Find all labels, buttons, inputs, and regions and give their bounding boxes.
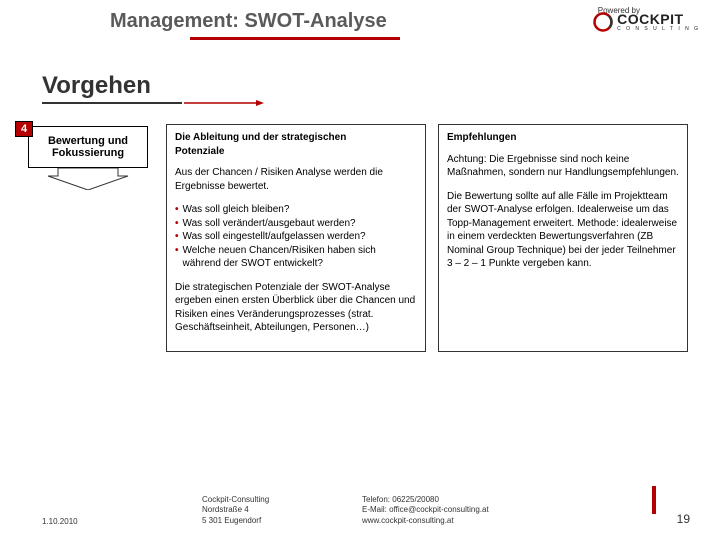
middle-column: Die Ableitung und der strategischen Pote… [166, 124, 426, 352]
bullet-text: Was soll verändert/ausgebaut werden? [183, 217, 356, 231]
contact-line: www.cockpit-consulting.at [362, 516, 582, 526]
step-label-line1: Bewertung und [35, 135, 141, 147]
page-number: 19 [677, 512, 690, 526]
logo-icon [593, 12, 613, 32]
footer-date: 1.10.2010 [42, 517, 202, 526]
content-area: 4 Bewertung und Fokussierung Die Ableitu… [0, 104, 720, 352]
down-arrow-icon [28, 168, 148, 195]
bullet-icon: • [175, 203, 179, 217]
left-column: 4 Bewertung und Fokussierung [14, 124, 154, 352]
header-underline [190, 37, 400, 40]
bullet-text: Was soll eingestellt/aufgelassen werden? [183, 230, 366, 244]
footer-contact: Telefon: 06225/20080 E-Mail: office@cock… [362, 495, 582, 526]
footer-address: Cockpit-Consulting Nordstraße 4 5 301 Eu… [202, 495, 362, 526]
header: Powered by Management: SWOT-Analyse COCK… [0, 0, 720, 60]
addr-line: 5 301 Eugendorf [202, 516, 362, 526]
contact-line: E-Mail: office@cockpit-consulting.at [362, 505, 582, 515]
right-para-1: Achtung: Die Ergebnisse sind noch keine … [447, 153, 679, 180]
bullet-item: • Was soll gleich bleiben? [175, 203, 417, 217]
mid-para-1: Aus der Chancen / Risiken Analyse werden… [175, 166, 417, 193]
step-number-badge: 4 [15, 121, 33, 137]
bullet-text: Welche neuen Chancen/Risiken haben sichw… [183, 244, 376, 271]
mid-bullets: • Was soll gleich bleiben? • Was soll verä… [175, 203, 417, 271]
bullet-item: •Welche neuen Chancen/Risiken haben sich… [175, 244, 417, 271]
step-label-line2: Fokussierung [35, 147, 141, 159]
right-column: Empfehlungen Achtung: Die Ergebnisse sin… [438, 124, 688, 352]
section-title: Vorgehen [42, 72, 720, 100]
mid-heading-l1: Die Ableitung und der strategischen [175, 132, 346, 143]
title-row: Management: SWOT-Analyse COCKPIT C O N S… [20, 10, 700, 33]
bullet-icon: • [175, 244, 179, 271]
addr-line: Nordstraße 4 [202, 505, 362, 515]
contact-line: Telefon: 06225/20080 [362, 495, 582, 505]
mid-para-2: Die strategischen Potenziale der SWOT-An… [175, 281, 417, 335]
bullet-icon: • [175, 217, 179, 231]
footer-accent-bar [652, 486, 656, 514]
bullet-item: • Was soll verändert/ausgebaut werden? [175, 217, 417, 231]
step-box: 4 Bewertung und Fokussierung [28, 126, 148, 168]
bullet-text: Was soll gleich bleiben? [183, 203, 290, 217]
section-underline [42, 102, 182, 104]
bullet-item: • Was soll eingestellt/aufgelassen werden… [175, 230, 417, 244]
right-para-2: Die Bewertung sollte auf alle Fälle im P… [447, 190, 679, 271]
bullet-icon: • [175, 230, 179, 244]
logo-subtitle: C O N S U L T I N G [617, 26, 700, 32]
footer: 1.10.2010 Cockpit-Consulting Nordstraße … [0, 495, 720, 526]
brand-logo: COCKPIT C O N S U L T I N G [593, 12, 700, 32]
mid-heading-l2: Potenziale [175, 146, 224, 157]
page-title: Management: SWOT-Analyse [110, 10, 387, 33]
mid-heading: Die Ableitung und der strategischen Pote… [175, 131, 417, 158]
section-arrow-icon [184, 99, 264, 107]
right-heading: Empfehlungen [447, 131, 679, 145]
addr-line: Cockpit-Consulting [202, 495, 362, 505]
